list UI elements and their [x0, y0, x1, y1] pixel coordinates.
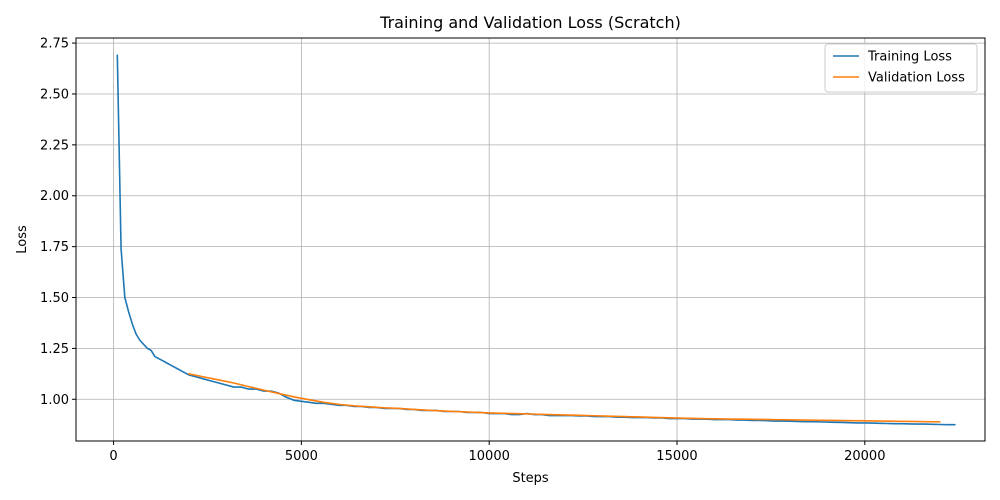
legend-box	[824, 43, 978, 93]
y-tick-label: 2.75	[40, 37, 69, 52]
y-tick-label: 2.00	[40, 189, 69, 204]
y-tick-label: 1.25	[40, 342, 69, 357]
axis-ticks: 0 5000 10000 15000 20000 1.00 1.25 1.50 1.75 2.00…	[40, 37, 885, 464]
plot-frame	[75, 37, 986, 442]
legend: Training Loss Validation Loss	[824, 43, 978, 93]
x-tick-label: 10000	[469, 449, 510, 464]
x-tick-label: 15000	[656, 449, 697, 464]
legend-label-validation: Validation Loss	[868, 71, 965, 86]
y-tick-label: 2.25	[40, 138, 69, 153]
y-tick-label: 1.00	[40, 393, 69, 408]
x-tick-label: 0	[109, 449, 117, 464]
grid	[76, 38, 985, 441]
series-layer	[116, 54, 956, 426]
x-axis-title: Steps	[512, 471, 549, 486]
y-tick-label: 2.50	[40, 87, 69, 102]
y-tick-label: 1.75	[40, 240, 69, 255]
y-axis-title: Loss	[15, 225, 30, 254]
validation-loss-line	[187, 373, 941, 423]
chart-title: Training and Validation Loss (Scratch)	[379, 13, 681, 32]
training-loss-line	[116, 54, 956, 426]
x-tick-label: 5000	[285, 449, 318, 464]
x-tick-label: 20000	[844, 449, 885, 464]
legend-label-training: Training Loss	[867, 50, 952, 65]
y-tick-label: 1.50	[40, 291, 69, 306]
